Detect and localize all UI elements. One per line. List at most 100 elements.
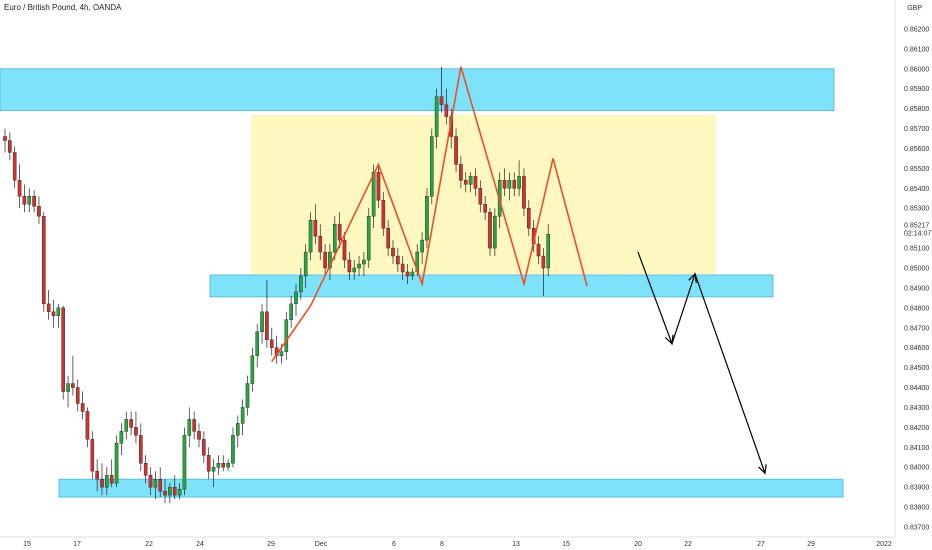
candle-body [337,223,342,241]
price-tick-label: 0.85400 [904,186,929,193]
candle-body [51,311,56,317]
candle-body [362,259,366,265]
price-tick-label: 0.86100 [904,46,929,53]
last-price-label: 0.85217 [904,222,929,229]
resistance-zone [0,68,835,112]
time-tick-label: 8 [440,541,444,548]
time-tick-label: 24 [196,541,204,548]
candle-body [536,243,541,257]
candle-body [405,271,410,277]
candle-body [197,431,201,440]
candle-body [507,180,512,189]
candle-body [299,275,303,293]
candle-body [439,96,444,105]
price-tick-label: 0.84200 [904,425,929,432]
projection-path [637,251,766,474]
support-zone [58,478,844,498]
candle-body [546,233,550,269]
price-tick-label: 0.83900 [904,485,929,492]
candle-body [187,419,192,436]
candle-body [168,486,172,496]
price-tick-label: 0.85000 [904,266,929,273]
candle-body [90,439,95,472]
candle-body [323,251,327,269]
price-tick-label: 0.84000 [904,465,929,472]
price-tick-label: 0.85100 [904,246,929,253]
price-tick-label: 0.85500 [904,166,929,173]
chart-title: Euro / British Pound, 4h, OANDA [4,3,122,12]
price-tick-label: 0.83800 [904,505,929,512]
candle-body [8,140,12,153]
candle-body [22,196,27,205]
price-tick-label: 0.83700 [904,525,929,532]
time-tick-label: 15 [562,541,570,548]
candle-body [119,431,124,444]
candle-body [463,180,468,185]
candle-body [434,96,439,137]
time-tick-label: Dec [315,541,328,548]
price-tick-label: 0.85700 [904,126,929,133]
candle-body [400,263,405,273]
candle-body [109,475,114,484]
candle-body [235,423,240,436]
candle-body [95,471,99,480]
candle-body [46,303,51,313]
candle-body [56,307,61,317]
candle-body [333,223,337,253]
candle-body [381,200,386,229]
candle-body [114,443,119,484]
candle-body [284,319,289,352]
candle-body [158,478,163,492]
candle-body [493,215,497,249]
candle-body [289,303,293,321]
time-tick-label: 22 [145,541,153,548]
price-axis[interactable]: 0.86200 0.86100 0.86000 0.85900 0.85800 0.857… [894,0,931,537]
pattern-layer [271,66,588,363]
candle-body [260,311,264,332]
candle-body [488,212,492,249]
candle-body [153,478,158,488]
candle-body [12,152,17,181]
candle-body [255,331,260,356]
price-tick-label: 0.85900 [904,86,929,93]
candle-body [85,411,90,440]
price-tick-label: 0.84900 [904,285,929,292]
candle-body [245,383,250,408]
time-tick-label: 20 [634,541,642,548]
candles-layer [3,66,550,504]
candle-body [527,208,531,229]
candle-body [3,136,7,141]
time-tick-label: 15 [23,541,31,548]
projection-arrowhead [665,334,674,345]
candle-body [211,467,216,472]
candle-body [75,387,80,404]
candle-body [250,355,255,384]
candle-body [478,188,483,205]
candle-body [42,215,46,305]
time-tick-label: 13 [512,541,520,548]
candle-body [396,255,400,265]
price-tick-label: 0.84500 [904,365,929,372]
price-tick-label: 0.85600 [904,146,929,153]
candle-body [454,136,458,165]
price-tick-label: 0.84100 [904,445,929,452]
candle-body [37,206,41,217]
candle-body [294,291,298,305]
candle-body [352,267,357,273]
candle-body [66,383,70,392]
candle-body [269,339,274,348]
time-axis[interactable]: 15 17 22 24 29 Dec 6 8 13 15 20 22 27 29 2022 [0,536,895,548]
candle-body [206,455,211,472]
candle-body [240,407,245,424]
projection-layer [637,251,767,475]
candle-body [129,419,133,428]
candle-body [502,180,507,189]
candle-body [124,419,129,432]
candle-body [226,463,230,468]
candle-body [216,463,221,468]
candle-body [318,235,323,253]
candle-body [143,463,148,476]
candle-body [202,439,206,456]
candle-body [430,136,434,197]
